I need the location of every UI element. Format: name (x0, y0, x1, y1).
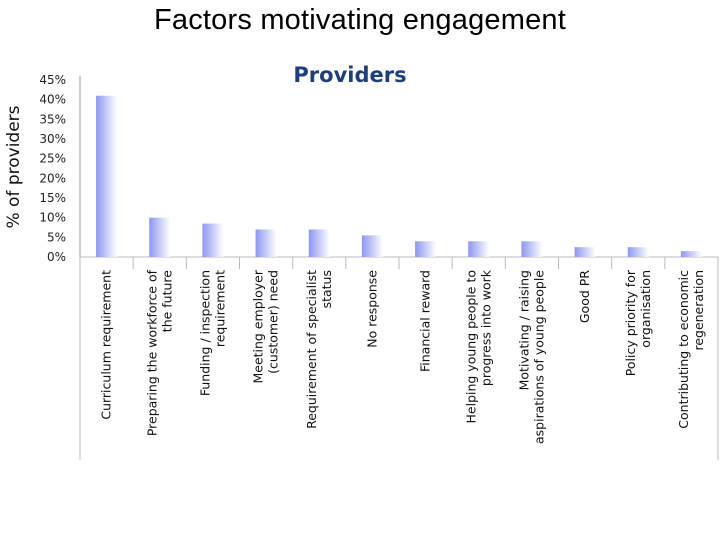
x-category-label: Contributing to economicregeneration (676, 270, 706, 429)
x-category-label-line: regeneration (691, 270, 706, 351)
bar (96, 95, 118, 257)
y-tick-label: 0% (47, 250, 66, 264)
x-category-label-line: Meeting employer (251, 269, 266, 383)
x-category-label: Curriculum requirement (99, 270, 114, 420)
x-category-label-line: Financial reward (418, 270, 433, 372)
chart-title: Providers (293, 63, 406, 87)
x-category-label: Financial reward (418, 270, 433, 372)
x-category-label: Good PR (577, 270, 592, 323)
x-category-label-line: Good PR (577, 270, 592, 323)
bar (202, 223, 224, 257)
x-category-label-line: status (319, 270, 334, 308)
x-category-label: Funding / inspectionrequirement (197, 270, 227, 396)
y-tick-label: 15% (39, 191, 66, 205)
x-category-label-line: Motivating / raising (516, 270, 531, 390)
bar (415, 241, 437, 257)
bar (627, 247, 649, 257)
x-category-label-line: Preparing the workforce of (144, 269, 159, 436)
bar (468, 241, 490, 257)
x-category-label-line: Contributing to economic (676, 270, 691, 429)
bar (308, 229, 330, 257)
x-category-label-line: Requirement of specialist (304, 270, 319, 429)
y-tick-label: 10% (39, 211, 66, 225)
x-category-label: Preparing the workforce ofthe future (144, 269, 174, 436)
x-category-label-line: organisation (638, 270, 653, 348)
bar (149, 217, 171, 257)
bar (521, 241, 543, 257)
x-category-label: Policy priority fororganisation (623, 269, 653, 376)
x-category-label: No response (364, 270, 379, 348)
x-category-label: Requirement of specialiststatus (304, 270, 334, 429)
y-tick-label: 5% (47, 230, 66, 244)
y-tick-label: 35% (39, 112, 66, 126)
y-axis-label: % of providers (4, 105, 24, 228)
x-category-label-line: aspirations of young people (531, 270, 546, 444)
y-tick-label: 20% (39, 171, 66, 185)
bar (574, 247, 596, 257)
x-category-label-line: progress into work (478, 269, 493, 386)
y-tick-label: 25% (39, 152, 66, 166)
x-category-label-line: No response (364, 270, 379, 348)
bar (361, 235, 383, 257)
x-category-label-line: the future (159, 270, 174, 332)
x-category-label-line: Funding / inspection (197, 270, 212, 396)
x-category-label: Meeting employer(customer) need (251, 269, 281, 383)
y-tick-label: 30% (39, 132, 66, 146)
x-category-label-line: requirement (212, 270, 227, 347)
bar (255, 229, 277, 257)
bar (680, 251, 702, 257)
x-category-label-line: Curriculum requirement (99, 270, 114, 420)
x-category-label: Motivating / raisingaspirations of young… (516, 270, 546, 444)
y-tick-label: 45% (39, 73, 66, 87)
slide-title: Factors motivating engagement (153, 4, 566, 36)
x-category-label: Helping young people toprogress into wor… (463, 269, 493, 423)
x-category-label-line: Policy priority for (623, 269, 638, 376)
x-category-label-line: (customer) need (266, 270, 281, 374)
y-tick-label: 40% (39, 93, 66, 107)
x-category-label-line: Helping young people to (463, 270, 478, 424)
